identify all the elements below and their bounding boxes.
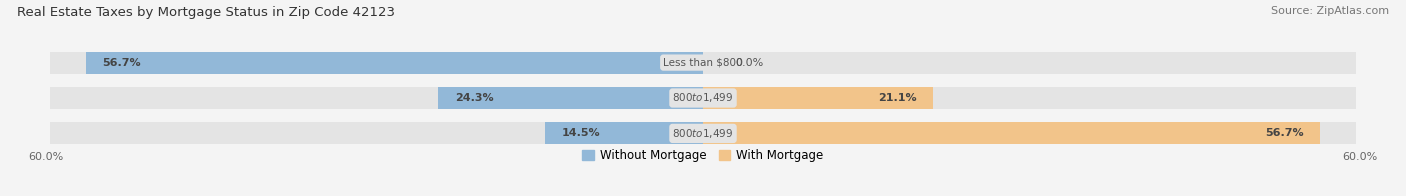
Text: $800 to $1,499: $800 to $1,499 — [672, 127, 734, 140]
Text: 60.0%: 60.0% — [28, 152, 63, 162]
Text: 60.0%: 60.0% — [1343, 152, 1378, 162]
Bar — [49, 87, 1357, 109]
Text: $800 to $1,499: $800 to $1,499 — [672, 92, 734, 104]
Bar — [49, 122, 1357, 144]
Bar — [546, 122, 703, 144]
Text: Real Estate Taxes by Mortgage Status in Zip Code 42123: Real Estate Taxes by Mortgage Status in … — [17, 6, 395, 19]
Text: 21.1%: 21.1% — [877, 93, 917, 103]
Text: 56.7%: 56.7% — [103, 58, 141, 68]
Legend: Without Mortgage, With Mortgage: Without Mortgage, With Mortgage — [578, 144, 828, 167]
Text: 56.7%: 56.7% — [1265, 128, 1303, 138]
Text: Less than $800: Less than $800 — [664, 58, 742, 68]
Text: 0.0%: 0.0% — [735, 58, 763, 68]
Text: 14.5%: 14.5% — [561, 128, 600, 138]
Bar — [703, 122, 1320, 144]
Bar — [49, 52, 1357, 74]
Bar — [439, 87, 703, 109]
Text: Source: ZipAtlas.com: Source: ZipAtlas.com — [1271, 6, 1389, 16]
Bar — [86, 52, 703, 74]
Text: 24.3%: 24.3% — [454, 93, 494, 103]
Bar — [703, 87, 932, 109]
